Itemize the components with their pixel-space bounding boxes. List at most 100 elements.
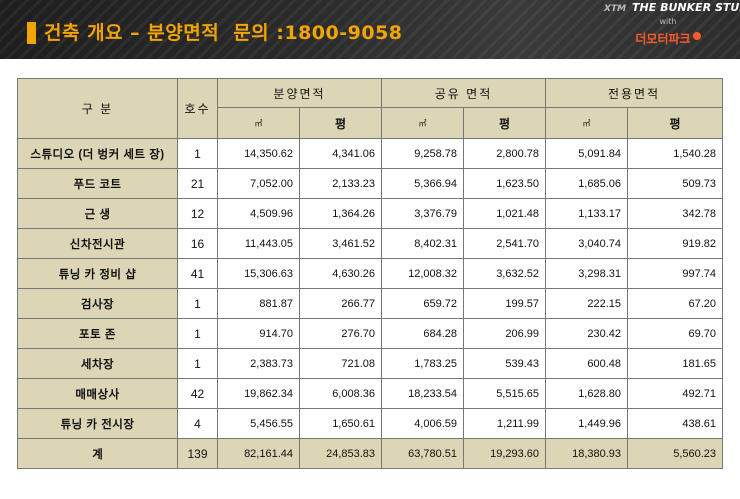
row-common-m2-cell: 9,258.78: [381, 138, 465, 169]
row-units-cell: 4: [177, 408, 218, 439]
row-excl-py-cell: 1,540.28: [627, 138, 724, 169]
header-sale-m2: ㎡: [217, 107, 300, 139]
header-common-m2: ㎡: [381, 107, 465, 139]
table-row: 매매상사 42 19,862.34 6,008.36 18,233.54 5,515.65…: [17, 378, 724, 409]
row-sale-m2-cell: 15,306.63: [217, 258, 300, 289]
row-units-cell: 12: [177, 198, 218, 229]
row-name-cell: 신차전시관: [17, 228, 178, 259]
header-exclusive-pyeong: 평: [627, 107, 724, 139]
row-common-py-cell: 3,632.52: [463, 258, 547, 289]
row-excl-m2-cell: 222.15: [545, 288, 629, 319]
header-common-pyeong: 평: [463, 107, 547, 139]
row-excl-m2-cell: 5,091.84: [545, 138, 629, 169]
row-common-py-cell: 2,800.78: [463, 138, 547, 169]
header-exclusive-m2: ㎡: [545, 107, 629, 139]
row-common-py-cell: 5,515.65: [463, 378, 547, 409]
row-sale-m2-cell: 5,456.55: [217, 408, 300, 439]
row-excl-py-cell: 509.73: [627, 168, 724, 199]
motorpark-logo: 더모터파크: [604, 30, 732, 47]
row-sale-py-cell: 2,133.23: [298, 168, 383, 199]
row-name-cell: 스튜디오 (더 벙커 세트 장): [17, 138, 178, 169]
table-row: 튜닝 카 전시장 4 5,456.55 1,650.61 4,006.59 1,211.9…: [17, 408, 724, 439]
page-title: 건축 개요 – 분양면적 문의 :1800-9058: [44, 18, 403, 45]
row-sale-py-cell: 3,461.52: [298, 228, 383, 259]
table-row: 튜닝 카 정비 샵 41 15,306.63 4,630.26 12,008.32 3,6…: [17, 258, 724, 289]
row-common-py-cell: 19,293.60: [463, 438, 547, 469]
row-excl-py-cell: 5,560.23: [627, 438, 724, 469]
table-row: 포토 존 1 914.70 276.70 684.28 206.99 230.42 69.70: [17, 318, 724, 349]
banner-texture: [0, 0, 740, 59]
header-sale-pyeong: 평: [298, 107, 383, 139]
row-common-py-cell: 206.99: [463, 318, 547, 349]
row-sale-py-cell: 1,364.26: [298, 198, 383, 229]
row-name-cell: 튜닝 카 정비 샵: [17, 258, 178, 289]
row-name-cell: 계: [17, 438, 178, 469]
header-category: 구 분: [17, 78, 178, 139]
row-common-m2-cell: 18,233.54: [381, 378, 465, 409]
row-excl-m2-cell: 3,298.31: [545, 258, 629, 289]
row-common-py-cell: 1,623.50: [463, 168, 547, 199]
row-sale-m2-cell: 7,052.00: [217, 168, 300, 199]
row-excl-py-cell: 438.61: [627, 408, 724, 439]
row-common-py-cell: 199.57: [463, 288, 547, 319]
row-sale-m2-cell: 4,509.96: [217, 198, 300, 229]
row-sale-py-cell: 6,008.36: [298, 378, 383, 409]
row-excl-py-cell: 181.65: [627, 348, 724, 379]
row-excl-m2-cell: 1,628.80: [545, 378, 629, 409]
header-exclusive-area: 전용면적: [545, 78, 724, 108]
table-row: 검사장 1 881.87 266.77 659.72 199.57 222.15 67.20: [17, 288, 724, 319]
row-name-cell: 검사장: [17, 288, 178, 319]
row-name-cell: 매매상사: [17, 378, 178, 409]
row-excl-py-cell: 67.20: [627, 288, 724, 319]
table-row: 신차전시관 16 11,443.05 3,461.52 8,402.31 2,541.70…: [17, 228, 724, 259]
row-excl-m2-cell: 3,040.74: [545, 228, 629, 259]
row-common-m2-cell: 8,402.31: [381, 228, 465, 259]
title-text: 건축 개요 – 분양면적: [44, 22, 220, 44]
row-name-cell: 푸드 코트: [17, 168, 178, 199]
table-row: 푸드 코트 21 7,052.00 2,133.23 5,366.94 1,623.50 1…: [17, 168, 724, 199]
row-sale-m2-cell: 82,161.44: [217, 438, 300, 469]
row-sale-py-cell: 4,630.26: [298, 258, 383, 289]
area-table: 구 분 호수 분양면적 공유 면적 전용면적 ㎡ 평 ㎡ 평 ㎡ 평 스튜디오 …: [17, 78, 724, 469]
row-sale-py-cell: 266.77: [298, 288, 383, 319]
row-common-py-cell: 2,541.70: [463, 228, 547, 259]
row-sale-m2-cell: 2,383.73: [217, 348, 300, 379]
row-excl-m2-cell: 1,133.17: [545, 198, 629, 229]
row-common-m2-cell: 3,376.79: [381, 198, 465, 229]
title-accent-bar: [27, 22, 36, 44]
header-banner: 건축 개요 – 분양면적 문의 :1800-9058 XTM THE BUNKER …: [0, 0, 740, 59]
row-excl-py-cell: 997.74: [627, 258, 724, 289]
row-excl-m2-cell: 1,449.96: [545, 408, 629, 439]
row-name-cell: 세차장: [17, 348, 178, 379]
row-sale-m2-cell: 19,862.34: [217, 378, 300, 409]
row-sale-py-cell: 24,853.83: [298, 438, 383, 469]
contact-phone: 문의 :1800-9058: [233, 22, 403, 44]
row-sale-m2-cell: 14,350.62: [217, 138, 300, 169]
row-units-cell: 1: [177, 288, 218, 319]
logo-with: with: [659, 17, 677, 26]
row-common-m2-cell: 684.28: [381, 318, 465, 349]
row-common-py-cell: 539.43: [463, 348, 547, 379]
row-common-m2-cell: 1,783.25: [381, 348, 465, 379]
row-sale-py-cell: 4,341.06: [298, 138, 383, 169]
row-excl-py-cell: 342.78: [627, 198, 724, 229]
row-units-cell: 139: [177, 438, 218, 469]
table-row: 스튜디오 (더 벙커 세트 장) 1 14,350.62 4,341.06 9,258.…: [17, 138, 724, 169]
row-common-m2-cell: 63,780.51: [381, 438, 465, 469]
table-body: 스튜디오 (더 벙커 세트 장) 1 14,350.62 4,341.06 9,258.…: [17, 138, 724, 469]
row-name-cell: 근 생: [17, 198, 178, 229]
row-sale-m2-cell: 914.70: [217, 318, 300, 349]
row-units-cell: 1: [177, 138, 218, 169]
row-name-cell: 포토 존: [17, 318, 178, 349]
row-name-cell: 튜닝 카 전시장: [17, 408, 178, 439]
row-units-cell: 16: [177, 228, 218, 259]
row-common-m2-cell: 4,006.59: [381, 408, 465, 439]
header-common-area: 공유 면적: [381, 78, 547, 108]
row-excl-m2-cell: 18,380.93: [545, 438, 629, 469]
row-common-py-cell: 1,211.99: [463, 408, 547, 439]
row-excl-py-cell: 492.71: [627, 378, 724, 409]
row-excl-py-cell: 919.82: [627, 228, 724, 259]
table-row: 세차장 1 2,383.73 721.08 1,783.25 539.43 600.48 18…: [17, 348, 724, 379]
